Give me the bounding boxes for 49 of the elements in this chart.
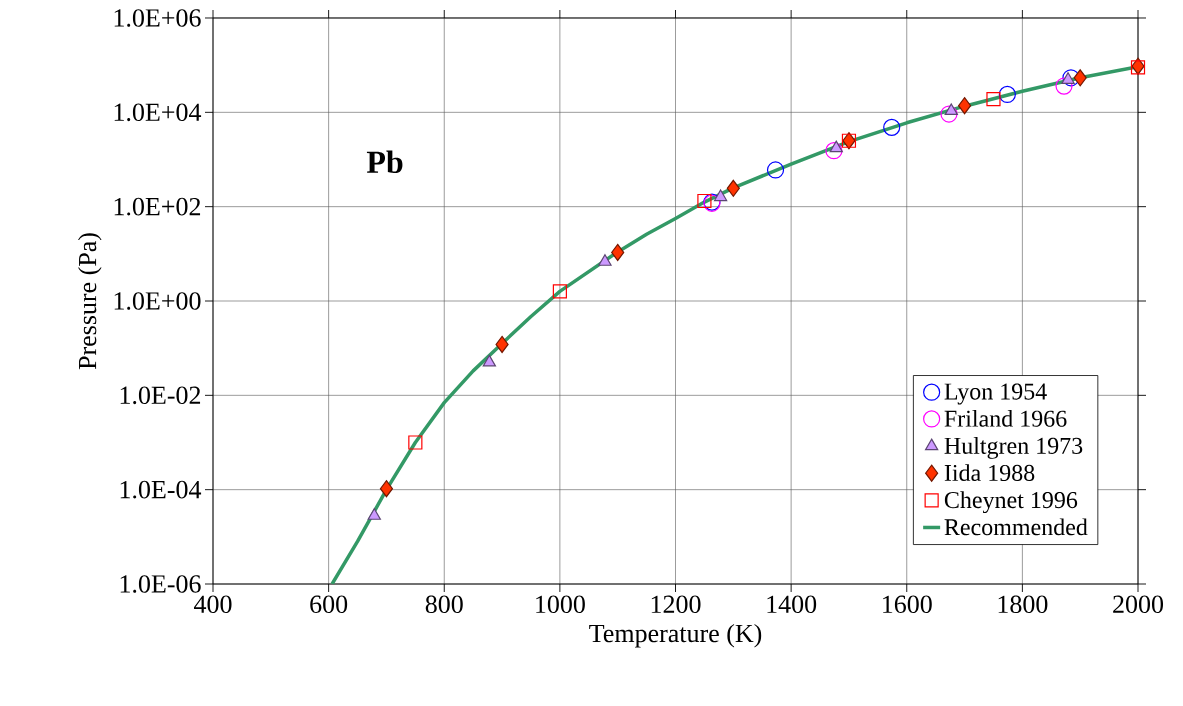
x-tick-label: 1800 [998, 595, 1048, 614]
point [825, 142, 843, 160]
point [482, 354, 497, 367]
point [611, 243, 625, 262]
x-tick-label: 600 [310, 595, 348, 614]
legend-label: Lyon 1954 [944, 383, 1047, 405]
point [944, 103, 958, 116]
point [1061, 72, 1075, 84]
point [1062, 69, 1080, 87]
y-tick-label: 1.0E+00 [114, 292, 201, 310]
point [713, 189, 728, 202]
y-tick-label: 1.0E+02 [114, 197, 201, 216]
legend-label: Cheynet 1996 [944, 491, 1078, 514]
legend-label: Iida 1988 [944, 464, 1035, 482]
point [1055, 77, 1073, 95]
point [495, 335, 509, 354]
point [829, 140, 843, 153]
point [986, 92, 1001, 107]
point [408, 435, 423, 450]
y-axis-title: Pressure (Pa) [78, 233, 102, 370]
x-tick-label: 2000 [1113, 595, 1164, 614]
y-tick-label: 1.0E-04 [120, 480, 202, 499]
annotation: Pb [366, 150, 403, 174]
y-tick-label: 1.0E+04 [114, 103, 202, 122]
point [957, 97, 972, 115]
x-tick-label: 800 [425, 595, 463, 614]
point [1073, 69, 1087, 87]
point [697, 193, 712, 209]
legend-label: Friland 1966 [944, 409, 1067, 427]
y-tick-label: 1.0E-06 [120, 575, 201, 593]
legend-label: Recommended [944, 518, 1088, 536]
y-tick-label: 1.0E-02 [120, 386, 201, 405]
x-tick-label: 1200 [651, 595, 701, 614]
x-tick-label: 400 [194, 595, 232, 614]
point [552, 284, 567, 299]
point [940, 105, 958, 123]
x-tick-label: 1600 [883, 595, 932, 614]
point [598, 254, 612, 266]
point [367, 508, 381, 520]
point [379, 480, 394, 498]
y-tick-label: 1.0E+06 [114, 9, 201, 27]
point [883, 118, 901, 136]
point [766, 161, 785, 179]
x-tick-label: 1400 [767, 595, 817, 614]
x-axis-title: Temperature (K) [589, 623, 762, 648]
point [998, 85, 1016, 103]
x-tick-label: 1000 [536, 595, 585, 614]
point [726, 179, 740, 197]
legend-label: Hultgren 1973 [944, 437, 1083, 459]
